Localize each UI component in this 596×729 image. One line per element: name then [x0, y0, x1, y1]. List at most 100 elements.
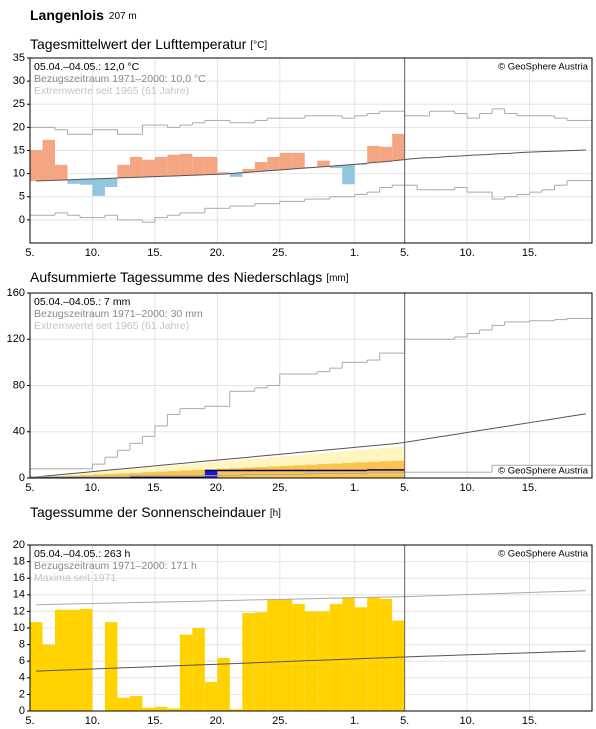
x-tick-label: 15.	[522, 247, 537, 259]
area-band	[304, 464, 318, 478]
plot-frame	[29, 292, 593, 479]
bar	[304, 611, 318, 711]
y-tick-label: 10	[13, 622, 25, 634]
x-tick-label: 15.	[147, 715, 162, 727]
deviation-bar	[92, 178, 105, 196]
y-tick-label: 5	[19, 191, 25, 203]
area-band	[142, 472, 156, 478]
y-tick-label: 120	[7, 333, 25, 345]
bar	[317, 611, 330, 711]
area-band	[242, 467, 256, 478]
x-tick-label: 1.	[350, 715, 359, 727]
annotation: Extremwerte seit 1965 (61 Jahre)	[34, 85, 189, 97]
plot-frame	[29, 57, 593, 244]
bar	[329, 603, 343, 711]
y-tick-label: 80	[13, 379, 25, 391]
bar	[279, 598, 293, 711]
y-tick-label: 160	[7, 287, 25, 299]
deviation-bar	[117, 164, 130, 178]
y-tick-label: 16	[13, 572, 25, 584]
climate-line	[36, 149, 586, 182]
y-tick-label: 40	[13, 426, 25, 438]
chart-title: Aufsummierte Tagessumme des Niederschlag…	[30, 269, 349, 285]
precipitation-increment	[204, 470, 218, 478]
deviation-bar	[329, 165, 343, 169]
deviation-bar	[342, 164, 355, 185]
title-unit: [mm]	[326, 273, 348, 284]
y-tick-label: 14	[13, 589, 25, 601]
area-band	[167, 471, 181, 478]
chart-panel: Aufsummierte Tagessumme des Niederschlag…	[7, 269, 593, 494]
station-elevation: 207 m	[109, 11, 137, 22]
plot-frame	[29, 544, 593, 712]
x-tick-label: 1.	[350, 247, 359, 259]
deviation-bar	[42, 139, 55, 181]
deviation-bar	[192, 156, 205, 176]
title-text: Tagesmittelwert der Lufttemperatur	[30, 36, 247, 52]
area-band	[229, 468, 243, 478]
title-unit: [°C]	[250, 40, 267, 51]
annotation: Extremwerte seit 1965 (61 Jahre)	[34, 320, 189, 332]
bar	[129, 696, 143, 711]
bar	[217, 657, 230, 711]
x-tick-label: 10.	[85, 247, 100, 259]
bar	[192, 628, 205, 711]
station-name: Langenlois	[30, 7, 104, 23]
y-tick-label: 25	[13, 98, 25, 110]
y-tick-label: 20	[13, 539, 25, 551]
y-tick-label: 10	[13, 168, 25, 180]
bar	[142, 707, 155, 711]
deviation-bar	[317, 160, 330, 167]
x-tick-label: 15.	[147, 247, 162, 259]
annotation: Bezugszeitraum 1971–2000: 30 mm	[34, 308, 203, 320]
deviation-bar	[379, 146, 393, 162]
y-tick-label: 12	[13, 605, 25, 617]
bar	[79, 608, 93, 711]
x-tick-label: 15.	[522, 482, 537, 494]
chart-title: Tagesmittelwert der Lufttemperatur [°C]	[30, 36, 267, 52]
deviation-bar	[79, 179, 93, 185]
x-tick-label: 15.	[147, 482, 162, 494]
area-band	[267, 466, 281, 478]
deviation-bar	[279, 152, 293, 170]
title-text: Aufsummierte Tagessumme des Niederschlag…	[30, 269, 322, 285]
x-tick-label: 5.	[400, 715, 409, 727]
deviation-bar	[242, 169, 255, 173]
bar	[379, 598, 393, 711]
area-band	[217, 468, 231, 478]
chart-panel: Tagesmittelwert der Lufttemperatur [°C] 05…	[13, 36, 593, 259]
y-tick-label: 8	[19, 639, 25, 651]
bar	[392, 620, 405, 711]
deviation-bar	[167, 154, 180, 176]
climate-line	[36, 650, 586, 672]
annotation: 05.04.–04.05.: 12,0 °C	[34, 61, 140, 73]
annotation: Bezugszeitraum 1971–2000: 10,0 °C	[34, 73, 206, 85]
y-tick-label: 0	[19, 705, 25, 717]
area-band	[292, 465, 306, 478]
climate-line	[36, 413, 586, 478]
x-tick-label: 25.	[272, 247, 287, 259]
x-tick-label: 10.	[459, 715, 474, 727]
deviation-bar	[292, 152, 305, 169]
y-tick-label: 18	[13, 556, 25, 568]
deviation-bar	[54, 164, 68, 181]
credit: © GeoSphere Austria	[498, 549, 589, 560]
bar	[167, 708, 180, 711]
bar	[117, 697, 130, 711]
y-tick-label: 2	[19, 688, 25, 700]
credit: © GeoSphere Austria	[498, 62, 589, 73]
bar	[67, 609, 80, 711]
x-tick-label: 5.	[400, 482, 409, 494]
x-tick-label: 25.	[272, 715, 287, 727]
bar	[367, 597, 380, 711]
title-unit: [h]	[270, 508, 281, 519]
x-tick-label: 10.	[85, 482, 100, 494]
x-tick-label: 20.	[210, 482, 225, 494]
x-tick-label: 10.	[85, 715, 100, 727]
bar	[104, 622, 118, 711]
area-band	[154, 471, 168, 478]
bar	[242, 613, 255, 711]
deviation-bar	[179, 153, 193, 176]
